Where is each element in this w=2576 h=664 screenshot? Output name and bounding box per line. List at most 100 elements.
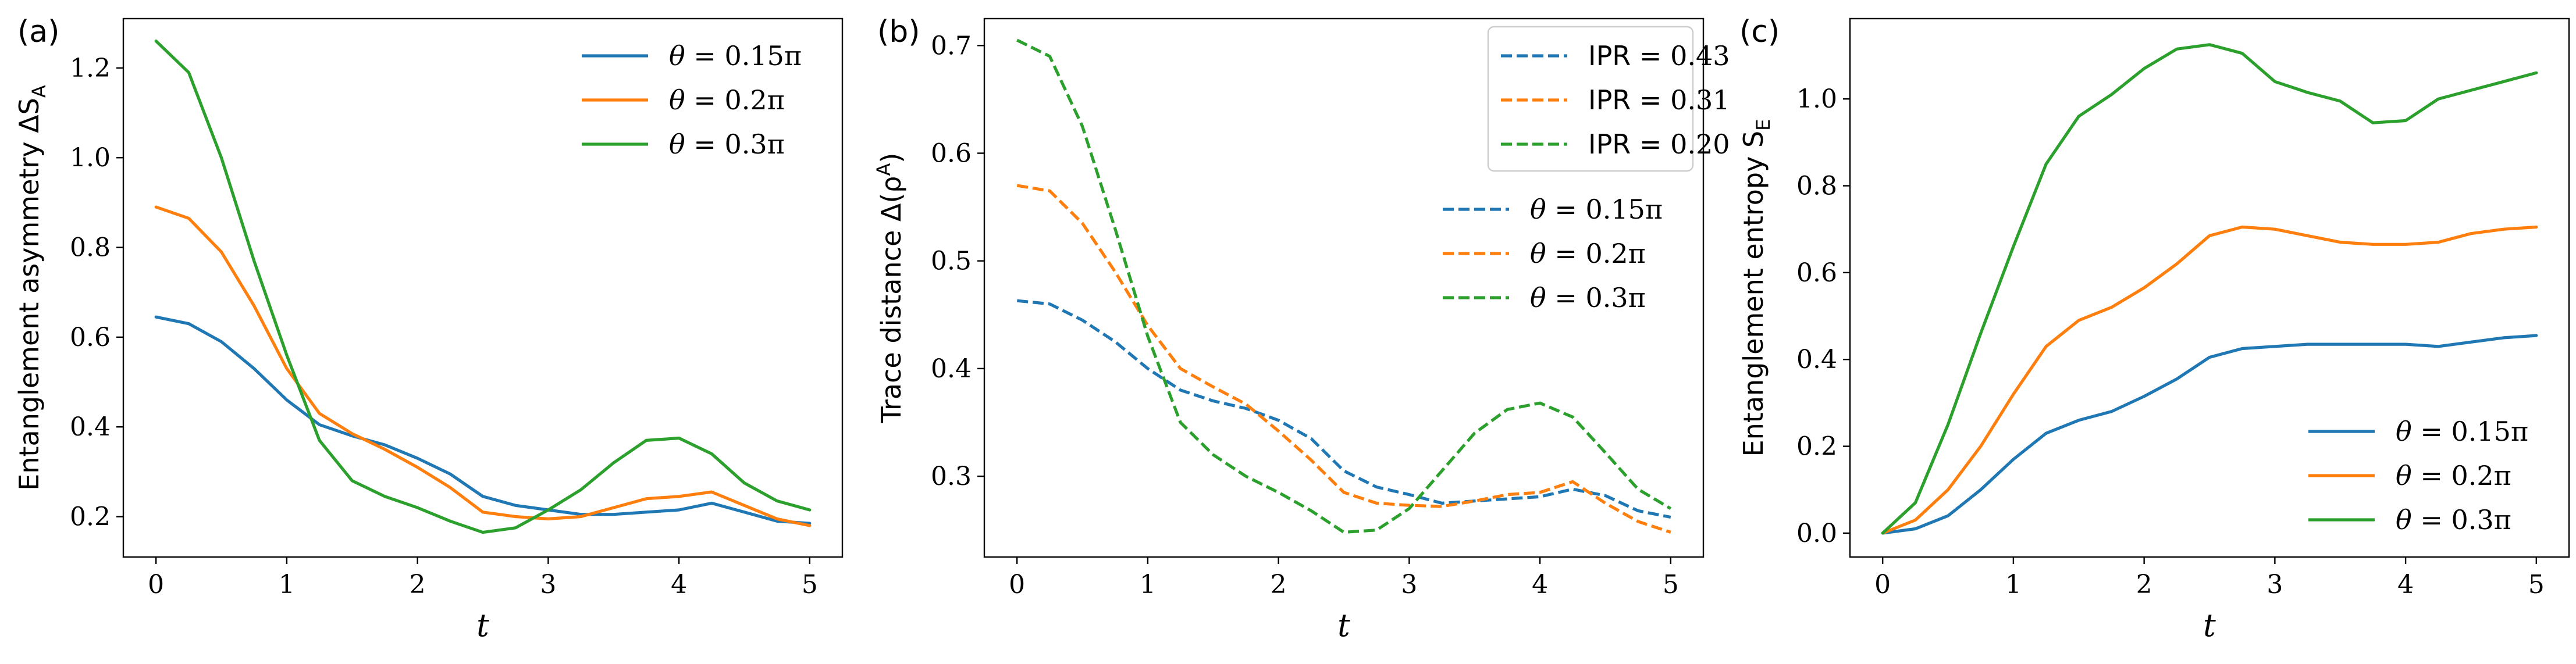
panel-b-xtick-label: 4 — [1532, 570, 1548, 599]
panel-b-ylabel: Trace distance Δ(ρA) — [873, 153, 907, 424]
panel-a-series-line-3 — [154, 39, 812, 534]
panel-b-legend-1-entry: IPR = 0.43 — [1588, 40, 1730, 72]
panel-b-label: (b) — [877, 15, 920, 49]
panel-a-ytick-label: 0.6 — [70, 323, 111, 352]
panel-c: 0 1 2 3 4 5 0.0 0.2 0.4 0.6 0.8 1.0 t Entanglement en… — [1738, 15, 2570, 644]
panel-a-legend-1-entry: θ = 0.15π — [669, 40, 802, 72]
panel-c-series-line-1 — [1881, 334, 2538, 535]
panel-a-xtick-label: 1 — [279, 570, 295, 599]
panel-a-xtick-label: 5 — [802, 570, 818, 599]
panel-a-ylabel: Entanglement asymmetry ΔSA — [13, 85, 50, 491]
panel-a-xtick-label: 3 — [540, 570, 556, 599]
panel-b-series-line-2 — [1016, 184, 1671, 534]
panel-a-ytick-label: 0.2 — [70, 502, 111, 532]
panel-b-axes-frame — [983, 17, 1705, 558]
panel-c-ylabel-main: Entanglement entropy S — [1738, 131, 1769, 457]
panel-b-legend-2-entry: θ = 0.15π — [1530, 194, 1663, 225]
panel-b-series-line-3 — [1016, 38, 1672, 534]
panel-b: 0 1 2 3 4 5 0.3 0.4 0.5 0.6 0.7 t Trace distance Δ(ρ… — [873, 15, 1730, 644]
legend-entry-value: 0.15π — [2451, 416, 2528, 447]
panel-c-series — [1881, 43, 2538, 535]
legend-entry-prefix: IPR = — [1588, 128, 1670, 160]
panel-a-legend-1-entry: θ = 0.2π — [669, 84, 785, 116]
legend-entry-prefix: IPR = — [1588, 84, 1670, 116]
panel-c-ytick-label: 1.0 — [1796, 84, 1837, 114]
panel-b-ylabel-main: Trace distance Δ(ρ — [876, 176, 907, 424]
panel-a-xtick-label: 2 — [410, 570, 426, 599]
legend-entry-prefix: θ = — [1530, 282, 1585, 313]
panel-b-xtick-label: 2 — [1271, 570, 1287, 599]
panel-a-xlabel: t — [476, 607, 489, 644]
legend-entry-value: 0.31 — [1670, 84, 1730, 116]
panel-b-legend-1-frame — [1487, 26, 1694, 172]
panel-b-legend-2-entry: θ = 0.3π — [1530, 282, 1646, 313]
panel-a-ylabel-subscript: A — [28, 85, 50, 98]
panel-c-xtick-label: 1 — [2005, 570, 2022, 599]
panel-c-ytick-label: 0.8 — [1796, 172, 1837, 201]
panel-a-series-line-1 — [154, 315, 812, 525]
panel-a-ylabel-main: Entanglement asymmetry ΔS — [13, 98, 45, 491]
legend-entry-prefix: θ = — [1530, 238, 1585, 269]
legend-entry-value: 0.43 — [1670, 40, 1730, 72]
legend-entry-prefix: θ = — [2396, 504, 2451, 536]
legend-entry-prefix: IPR = — [1588, 40, 1670, 72]
panel-c-legend-1-entry: θ = 0.15π — [2396, 416, 2528, 447]
panel-c-xtick-label: 0 — [1874, 570, 1891, 599]
panel-b-ytick-label: 0.5 — [931, 247, 972, 276]
panel-b-xtick-label: 1 — [1140, 570, 1156, 599]
panel-a-ytick-label: 0.4 — [70, 412, 111, 442]
panel-b-ytick-label: 0.7 — [931, 31, 972, 60]
legend-entry-prefix: θ = — [2396, 460, 2451, 491]
panel-b-series — [1016, 38, 1672, 534]
panel-a-ytick-label: 1.2 — [70, 53, 111, 83]
legend-entry-prefix: θ = — [2396, 416, 2451, 447]
panel-b-ytick-label: 0.3 — [931, 462, 972, 491]
legend-entry-prefix: θ = — [669, 128, 724, 160]
legend-entry-value: 0.2π — [2451, 460, 2511, 491]
panel-b-legend-2-entry: θ = 0.2π — [1530, 238, 1646, 269]
panel-c-ylabel: Entanglement entropy SE — [1738, 119, 1774, 457]
panel-a-ytick-label: 1.0 — [70, 143, 111, 173]
panel-b-xtick-label: 3 — [1401, 570, 1417, 599]
panel-a-series — [154, 39, 812, 534]
panel-c-legend-1-entry: θ = 0.3π — [2396, 504, 2511, 536]
panel-a: 0 1 2 3 4 5 0.2 0.4 0.6 0.8 1.0 1.2 t Entanglement as… — [13, 15, 844, 644]
panel-b-legend-1-entry: IPR = 0.20 — [1588, 128, 1730, 160]
panel-c-xtick-label: 2 — [2136, 570, 2152, 599]
panel-c-legend-1-entry: θ = 0.2π — [2396, 460, 2511, 491]
legend-entry-value: 0.15π — [724, 40, 802, 72]
panel-a-xtick-label: 0 — [148, 570, 164, 599]
panel-c-axes-frame — [1849, 17, 2570, 558]
panel-c-ytick-label: 0.0 — [1796, 519, 1837, 548]
panel-c-ytick-label: 0.4 — [1796, 345, 1837, 374]
panel-a-ytick-label: 0.8 — [70, 233, 111, 263]
panel-a-legend-1-entry: θ = 0.3π — [669, 128, 785, 160]
panel-b-ytick-label: 0.6 — [931, 139, 972, 169]
panel-b-xtick-label: 0 — [1009, 570, 1025, 599]
panel-c-xtick-label: 4 — [2397, 570, 2414, 599]
panel-c-xtick-label: 5 — [2528, 570, 2545, 599]
legend-entry-prefix: θ = — [669, 40, 724, 72]
panel-b-ytick-label: 0.4 — [931, 354, 972, 384]
legend-entry-prefix: θ = — [669, 84, 724, 116]
panel-a-label: (a) — [17, 15, 59, 49]
panel-b-xlabel: t — [1337, 607, 1350, 644]
legend-entry-value: 0.2π — [724, 84, 784, 116]
panel-c-series-line-3 — [1881, 43, 2538, 535]
legend-entry-value: 0.2π — [1585, 238, 1645, 269]
legend-entry-value: 0.3π — [1585, 282, 1645, 313]
panel-c-xlabel: t — [2203, 607, 2216, 644]
panel-b-xtick-label: 5 — [1663, 570, 1679, 599]
panel-b-ylabel-suffix: ) — [876, 153, 907, 163]
legend-entry-value: 0.20 — [1670, 128, 1730, 160]
panel-b-ylabel-superscript: A — [873, 163, 895, 176]
panel-c-ylabel-subscript: E — [1752, 119, 1774, 131]
panel-b-legend-1-entry: IPR = 0.31 — [1588, 84, 1730, 116]
panel-c-label: (c) — [1739, 15, 1780, 49]
legend-entry-value: 0.3π — [2451, 504, 2511, 536]
panel-b-series-line-1 — [1016, 299, 1671, 519]
panel-a-series-line-2 — [154, 205, 812, 527]
